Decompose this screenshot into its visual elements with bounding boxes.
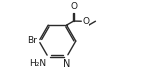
Text: O: O xyxy=(82,17,89,26)
Text: Br: Br xyxy=(27,36,37,45)
Text: N: N xyxy=(63,59,71,69)
Text: H₂N: H₂N xyxy=(29,59,47,68)
Text: O: O xyxy=(70,2,77,11)
